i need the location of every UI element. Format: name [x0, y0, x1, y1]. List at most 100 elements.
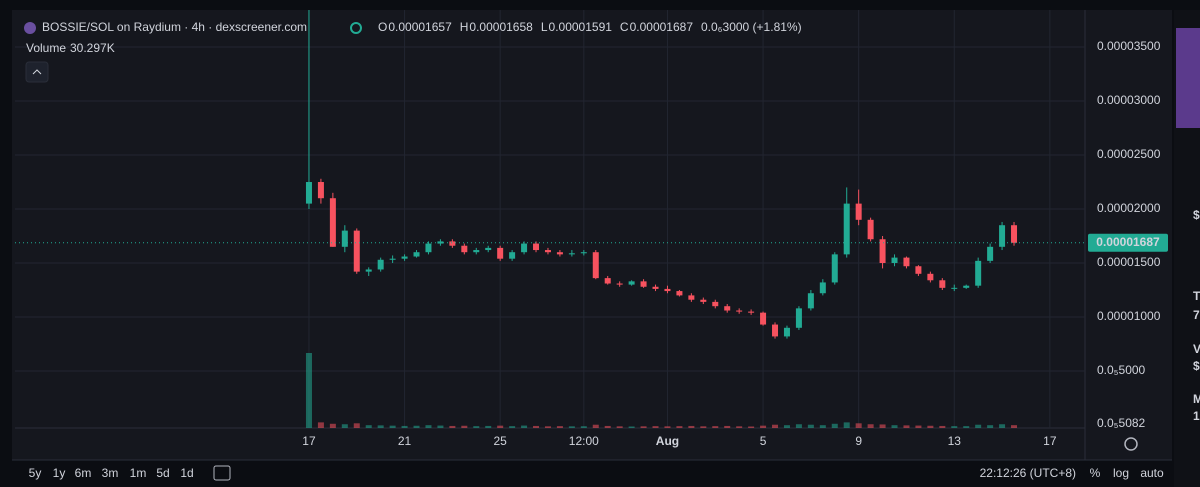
volume-bar: [975, 424, 982, 428]
candle-body: [676, 291, 683, 296]
volume-bar: [795, 424, 802, 428]
candle-body: [963, 285, 970, 288]
volume-bar: [760, 425, 767, 428]
calendar-icon[interactable]: [213, 465, 231, 481]
candle-body: [365, 269, 372, 272]
volume-bar: [676, 426, 683, 428]
volume-bar: [437, 425, 444, 428]
volume-bar: [497, 425, 504, 428]
volume-bar: [855, 423, 862, 428]
candle-body: [329, 198, 336, 247]
volume-bar: [317, 422, 324, 428]
last-price-label: 0.00001687: [1096, 235, 1160, 249]
candle-body: [389, 258, 396, 260]
volume-bar: [616, 426, 623, 428]
range-button[interactable]: 3m: [102, 466, 119, 480]
settings-icon[interactable]: [1124, 437, 1138, 451]
candle-body: [999, 225, 1006, 247]
candle-body: [485, 247, 492, 251]
range-button[interactable]: 6m: [75, 466, 92, 480]
y-tick-label: 0.00001500: [1097, 255, 1161, 269]
volume-bar: [915, 425, 922, 428]
volume-bar: [652, 426, 659, 428]
candle-body: [736, 310, 743, 312]
candle-body: [341, 230, 348, 247]
scale-option[interactable]: %: [1090, 466, 1101, 480]
range-button[interactable]: 5d: [156, 466, 169, 480]
range-button[interactable]: 5y: [29, 466, 42, 480]
candle-body: [556, 252, 563, 255]
volume-bar: [939, 425, 946, 428]
candle-body: [831, 254, 838, 283]
volume-bar: [413, 425, 420, 428]
volume-bar: [353, 423, 360, 428]
volume-bar: [580, 426, 587, 428]
candle-body: [509, 252, 516, 259]
volume-bar: [879, 424, 886, 428]
x-tick-label: 21: [398, 434, 412, 448]
range-button[interactable]: 1m: [130, 466, 147, 480]
volume-bar: [700, 426, 707, 428]
scale-option[interactable]: log: [1113, 466, 1129, 480]
candle-body: [807, 293, 814, 309]
volume-bar: [736, 426, 743, 428]
volume-bar: [449, 425, 456, 428]
volume-bar: [628, 426, 635, 428]
candle-body: [616, 283, 623, 285]
candle-body: [580, 252, 587, 254]
candle-body: [688, 295, 695, 300]
candle-body: [497, 247, 504, 259]
volume-bar: [951, 426, 958, 428]
volume-bar: [473, 426, 480, 428]
volume-bar: [891, 425, 898, 428]
volume-bar: [604, 425, 611, 428]
candle-body: [915, 266, 922, 274]
x-tick-label: Aug: [656, 434, 679, 448]
panel-fragment: 7: [1193, 308, 1200, 322]
chart-panel: [12, 10, 1172, 460]
volume-bar: [843, 422, 850, 428]
token-icon: [24, 22, 36, 34]
candle-body: [772, 324, 779, 337]
range-button[interactable]: 1d: [180, 466, 193, 480]
candle-body: [987, 246, 994, 261]
candle-body: [533, 243, 540, 251]
candle-body: [461, 245, 468, 253]
candle-body: [317, 182, 324, 199]
candle-body: [867, 219, 874, 240]
volume-bar: [807, 424, 814, 428]
candle-body: [843, 203, 850, 255]
chart-title: BOSSIE/SOL on Raydium · 4h · dexscreener…: [42, 20, 307, 34]
status-dot: [350, 22, 362, 34]
panel-fragment: 1: [1193, 409, 1200, 423]
y-tick-label: 0.00003500: [1097, 39, 1161, 53]
x-tick-label: 5: [760, 434, 767, 448]
candle-body: [604, 278, 611, 284]
scale-option[interactable]: auto: [1140, 466, 1164, 480]
volume-bar: [772, 424, 779, 428]
volume-bar: [401, 425, 408, 428]
volume-bar: [533, 425, 540, 428]
volume-bar: [592, 424, 599, 428]
volume-bar: [365, 425, 372, 428]
candle-body: [724, 306, 731, 311]
collapse-icon: [32, 69, 42, 75]
ohlc-value: 0.0₆3000 (+1.81%): [701, 20, 802, 34]
clock: 22:12:26 (UTC+8): [980, 466, 1076, 480]
volume-bar: [544, 426, 551, 428]
volume-bar: [1011, 425, 1018, 428]
candle-body: [879, 239, 886, 264]
volume-bar: [521, 425, 528, 428]
range-button[interactable]: 1y: [53, 466, 66, 480]
candle-body: [568, 253, 575, 255]
collapse-button[interactable]: [25, 61, 49, 83]
volume-bar: [485, 425, 492, 428]
x-tick-label: 17: [1043, 434, 1057, 448]
candle-body: [927, 273, 934, 281]
candle-body: [903, 257, 910, 267]
candle-body: [473, 250, 480, 253]
volume-bar: [329, 423, 336, 428]
panel-fragment: $: [1193, 359, 1200, 373]
volume-bar: [688, 425, 695, 428]
y-tick-label: 0.00001000: [1097, 309, 1161, 323]
